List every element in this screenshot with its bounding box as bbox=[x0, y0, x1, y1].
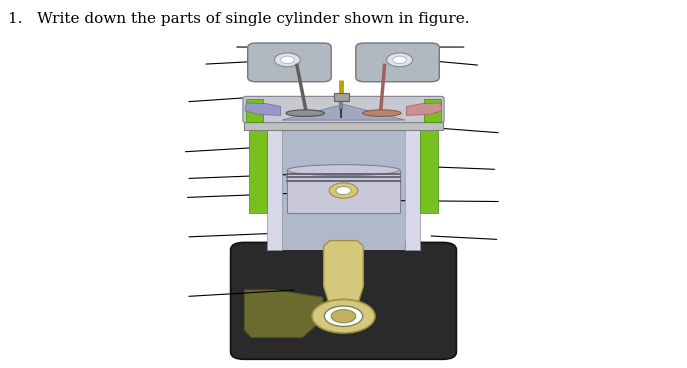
Bar bbox=[246, 99, 263, 122]
Bar bbox=[245, 121, 442, 130]
Circle shape bbox=[387, 53, 413, 67]
Polygon shape bbox=[324, 241, 363, 308]
Circle shape bbox=[393, 56, 407, 63]
Ellipse shape bbox=[333, 187, 354, 194]
Polygon shape bbox=[245, 290, 323, 337]
Bar bbox=[334, 93, 349, 101]
Bar bbox=[420, 125, 438, 213]
Polygon shape bbox=[245, 103, 280, 115]
Text: 1.   Write down the parts of single cylinder shown in figure.: 1. Write down the parts of single cylind… bbox=[8, 13, 470, 26]
Circle shape bbox=[312, 300, 375, 333]
Bar bbox=[267, 118, 282, 250]
Circle shape bbox=[336, 187, 351, 195]
Bar bbox=[249, 125, 267, 213]
FancyBboxPatch shape bbox=[243, 96, 444, 123]
Bar bbox=[287, 170, 400, 213]
Circle shape bbox=[274, 53, 300, 67]
Circle shape bbox=[329, 183, 358, 198]
Circle shape bbox=[331, 309, 356, 323]
FancyBboxPatch shape bbox=[248, 43, 331, 82]
Circle shape bbox=[324, 306, 363, 326]
Ellipse shape bbox=[286, 110, 324, 116]
Polygon shape bbox=[407, 103, 442, 115]
Bar bbox=[282, 111, 405, 250]
Circle shape bbox=[280, 56, 294, 63]
Ellipse shape bbox=[287, 164, 400, 176]
Polygon shape bbox=[282, 105, 405, 120]
FancyBboxPatch shape bbox=[356, 43, 439, 82]
Ellipse shape bbox=[363, 110, 401, 116]
Bar bbox=[405, 118, 420, 250]
Bar bbox=[424, 99, 441, 122]
FancyBboxPatch shape bbox=[231, 243, 456, 359]
